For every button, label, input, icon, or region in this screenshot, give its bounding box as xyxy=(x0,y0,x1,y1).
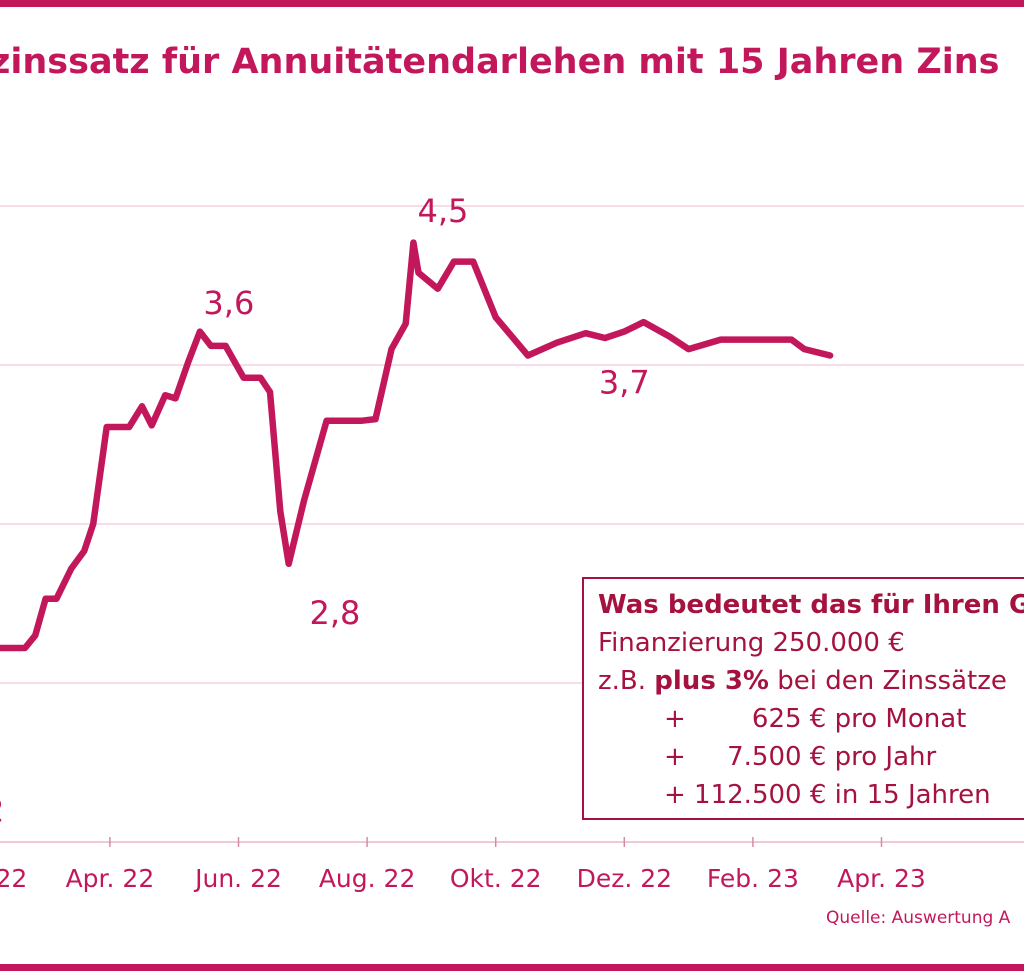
x-tick-label: Apr. 23 xyxy=(837,864,926,893)
info-yearly: + 7.500 € pro Jahr xyxy=(664,742,937,772)
info-box: Was bedeutet das für Ihren G Finanzierun… xyxy=(582,577,1024,820)
bottom-accent-bar xyxy=(0,964,1024,971)
info-total: + 112.500 € in 15 Jahren xyxy=(664,780,991,810)
info-example-highlight: plus 3% xyxy=(654,666,769,696)
top-accent-bar xyxy=(0,0,1024,7)
data-label: 2,8 xyxy=(310,594,361,632)
x-tick-label: Feb. 23 xyxy=(707,864,799,893)
info-monthly: + 625 € pro Monat xyxy=(664,704,967,734)
x-tick-label: Jun. 22 xyxy=(193,864,282,893)
data-label: 3,6 xyxy=(203,284,254,322)
data-label: 2 xyxy=(0,791,4,829)
info-heading: Was bedeutet das für Ihren G xyxy=(598,590,1024,620)
x-tick-label: Feb. 22 xyxy=(0,864,27,893)
x-tick-label: Aug. 22 xyxy=(319,864,416,893)
info-example-line: z.B. plus 3% bei den Zinssätze xyxy=(598,662,1024,700)
x-tick-label: Dez. 22 xyxy=(577,864,672,893)
info-example-prefix: z.B. xyxy=(598,666,647,696)
chart-title: lzinssatz für Annuitätendarlehen mit 15 … xyxy=(0,42,1000,82)
data-label: 3,7 xyxy=(599,364,650,402)
data-label: 4,5 xyxy=(418,192,469,230)
source-note: Quelle: Auswertung A xyxy=(826,908,1011,928)
info-financing: Finanzierung 250.000 € xyxy=(598,628,905,658)
x-tick-label: Apr. 22 xyxy=(66,864,155,893)
series-line xyxy=(0,239,834,652)
info-example-suffix: bei den Zinssätze xyxy=(777,666,1007,696)
x-tick-label: Okt. 22 xyxy=(450,864,542,893)
